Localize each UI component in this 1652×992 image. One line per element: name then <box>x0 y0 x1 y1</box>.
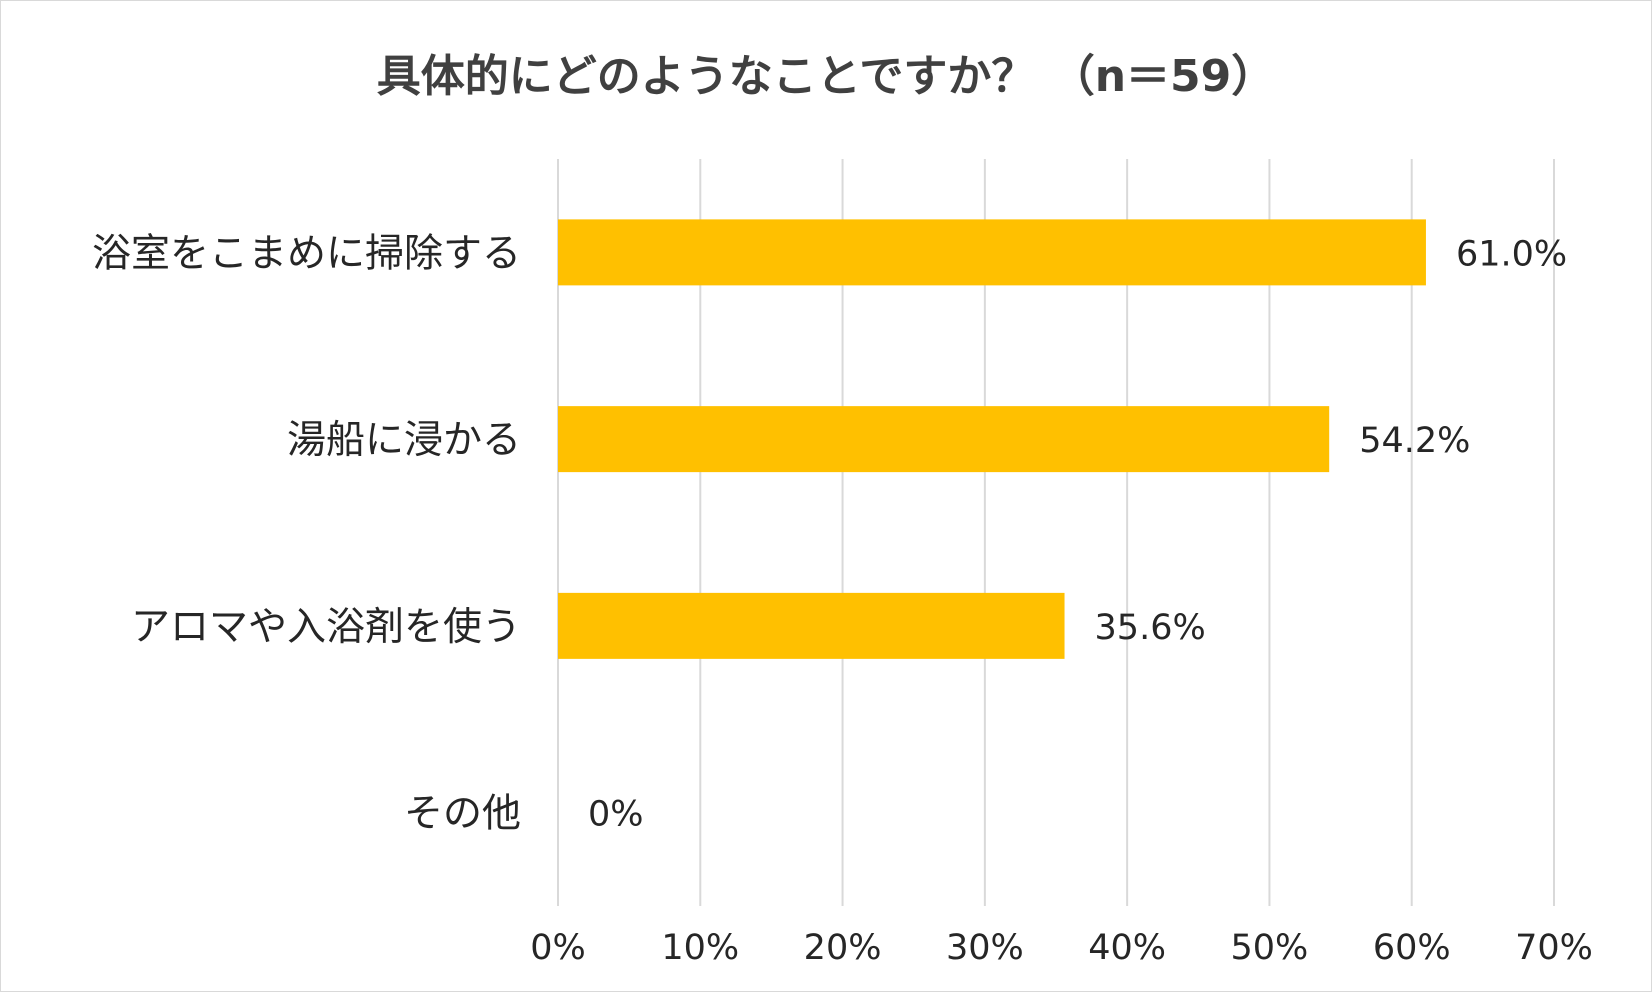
category-label: 浴室をこまめに掃除する <box>92 231 521 276</box>
category-label: 湯船に浸かる <box>287 418 521 463</box>
x-tick-label: 60% <box>1373 928 1451 968</box>
data-label: 0% <box>588 795 644 835</box>
x-tick-label: 40% <box>1088 928 1166 968</box>
x-tick-label: 30% <box>946 928 1024 968</box>
bar <box>558 406 1330 473</box>
bar <box>558 219 1426 286</box>
chart-title: 具体的にどのようなことですか？ （n＝59） <box>377 51 1276 102</box>
labels: 0% 10% 20% 30% 40% 50% 60% 70% 浴室をこまめに掃除する 61.0% 湯… <box>92 231 1593 968</box>
x-tick-label: 50% <box>1231 928 1309 968</box>
bar <box>558 592 1065 659</box>
data-label: 35.6% <box>1095 608 1206 648</box>
x-tick-label: 0% <box>530 928 586 968</box>
category-label: その他 <box>404 792 521 837</box>
x-tick-label: 10% <box>661 928 739 968</box>
category-label: アロマや入浴剤を使う <box>131 605 521 650</box>
data-label: 61.0% <box>1456 234 1567 274</box>
bars <box>558 219 1426 659</box>
x-tick-label: 70% <box>1515 928 1593 968</box>
data-label: 54.2% <box>1359 421 1470 461</box>
x-tick-label: 20% <box>804 928 882 968</box>
